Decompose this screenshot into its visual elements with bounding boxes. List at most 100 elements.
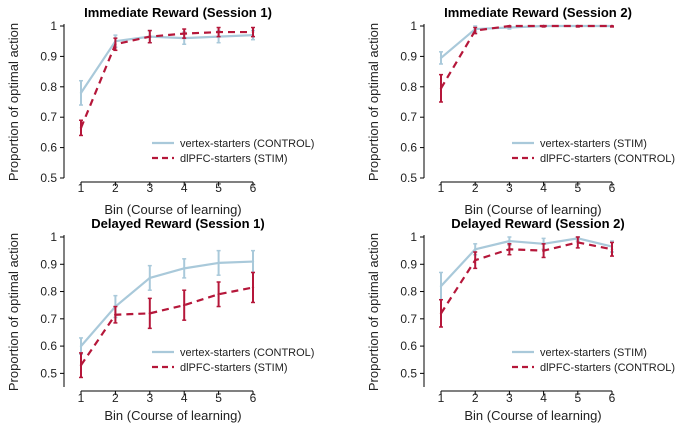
x-tick-label: 3 <box>146 391 153 405</box>
data-point <box>79 363 83 367</box>
data-point <box>542 249 545 252</box>
data-point <box>576 241 579 244</box>
data-point <box>114 313 117 316</box>
chart-title: Immediate Reward (Session 1) <box>84 5 272 20</box>
y-tick-label: 0.7 <box>40 110 57 124</box>
series-1 <box>79 249 255 356</box>
data-point <box>183 32 186 35</box>
data-point <box>251 30 255 34</box>
data-point <box>439 284 443 288</box>
data-point <box>183 267 186 270</box>
data-point <box>79 344 83 348</box>
chart-panel-2: Immediate Reward (Session 2) 0.5 0.6 0.7 0.8… <box>366 5 675 217</box>
y-tick-label: 0.5 <box>40 366 57 380</box>
x-tick-label: 2 <box>112 181 119 195</box>
y-tick-label: 1 <box>410 19 417 33</box>
legend: vertex-starters (CONTROL) dlPFC-starters … <box>152 138 314 165</box>
series-line <box>440 24 612 59</box>
x-tick-label: 6 <box>609 181 616 195</box>
x-tick-label: 4 <box>181 181 188 195</box>
series-2 <box>79 26 255 137</box>
y-tick-label: 0.9 <box>40 49 57 63</box>
x-tick-label: 4 <box>181 391 188 405</box>
data-point <box>508 24 511 28</box>
series-line <box>80 286 254 366</box>
series-1 <box>439 24 614 65</box>
data-point <box>148 35 151 38</box>
y-tick-label: 0.5 <box>400 366 417 380</box>
series-2 <box>79 271 255 379</box>
data-point <box>474 258 477 262</box>
data-point <box>251 260 255 263</box>
x-tick-label: 2 <box>472 181 479 195</box>
data-point <box>148 276 151 280</box>
data-point <box>217 261 220 265</box>
data-point <box>79 126 83 130</box>
data-point <box>576 24 579 28</box>
chart-title: Delayed Reward (Session 2) <box>451 216 624 231</box>
x-tick-label: 1 <box>438 391 445 405</box>
x-tick-label: 4 <box>540 391 547 405</box>
data-point <box>508 239 511 243</box>
x-tick-label: 3 <box>146 181 153 195</box>
x-tick-label: 2 <box>472 391 479 405</box>
legend-label: vertex-starters (STIM) <box>540 347 647 359</box>
x-tick-label: 6 <box>250 181 257 195</box>
y-tick-label: 0.7 <box>400 312 417 326</box>
data-point <box>217 293 220 296</box>
y-tick-label: 0.5 <box>400 171 417 185</box>
series-line <box>440 237 613 287</box>
y-axis-label: Proportion of optimal action <box>6 233 21 391</box>
x-tick-label: 3 <box>506 391 513 405</box>
legend-label: dlPFC-starters (CONTROL) <box>540 153 675 165</box>
data-point <box>542 24 545 28</box>
y-tick-label: 0.9 <box>40 257 57 271</box>
x-tick-label: 5 <box>574 391 581 405</box>
data-point <box>508 248 511 251</box>
y-axis-label: Proportion of optimal action <box>6 23 21 181</box>
y-tick-label: 0.8 <box>40 80 57 94</box>
data-point <box>474 29 477 32</box>
chart-title: Immediate Reward (Session 2) <box>444 5 632 20</box>
data-point <box>439 56 443 60</box>
y-tick-label: 0.6 <box>400 339 417 353</box>
legend-label: dlPFC-starters (CONTROL) <box>540 362 675 374</box>
legend: vertex-starters (STIM) dlPFC-starters (CO… <box>512 347 675 374</box>
x-tick-label: 5 <box>574 181 581 195</box>
legend-label: vertex-starters (STIM) <box>540 138 647 150</box>
y-tick-label: 0.8 <box>400 285 417 299</box>
legend-label: vertex-starters (CONTROL) <box>180 138 314 150</box>
legend: vertex-starters (STIM) dlPFC-starters (CO… <box>512 138 675 165</box>
chart-title: Delayed Reward (Session 1) <box>91 216 264 231</box>
x-tick-label: 5 <box>215 391 222 405</box>
chart-panel-4: Delayed Reward (Session 2) 0.5 0.6 0.7 0.8 0.… <box>366 216 675 423</box>
data-point <box>251 286 255 289</box>
y-tick-label: 1 <box>410 230 417 244</box>
series-line <box>440 241 613 314</box>
legend-label: dlPFC-starters (STIM) <box>180 362 288 374</box>
y-tick-label: 0.5 <box>40 171 57 185</box>
data-point <box>610 24 614 28</box>
series-1 <box>439 236 614 301</box>
y-tick-label: 0.8 <box>40 285 57 299</box>
y-tick-label: 0.9 <box>400 49 417 63</box>
y-tick-label: 0.6 <box>40 141 57 155</box>
series-2 <box>439 24 614 103</box>
data-point <box>183 303 186 307</box>
series-line <box>80 260 254 347</box>
y-tick-label: 1 <box>50 19 57 33</box>
series-line <box>80 34 254 94</box>
x-tick-label: 3 <box>506 181 513 195</box>
x-axis-label: Bin (Course of learning) <box>464 408 601 423</box>
y-tick-label: 0.7 <box>400 110 417 124</box>
chart-panel-3: Delayed Reward (Session 1) 0.5 0.6 0.7 0.8 0.… <box>6 216 314 423</box>
data-point <box>148 312 151 315</box>
x-tick-label: 1 <box>78 181 85 195</box>
chart-panel-1: Immediate Reward (Session 1) 0.5 0.6 0.7 0.8… <box>6 5 314 217</box>
x-tick-label: 6 <box>250 391 257 405</box>
y-tick-label: 0.7 <box>40 312 57 326</box>
legend-label: dlPFC-starters (STIM) <box>180 153 288 165</box>
x-tick-label: 5 <box>215 181 222 195</box>
y-tick-label: 0.6 <box>400 141 417 155</box>
